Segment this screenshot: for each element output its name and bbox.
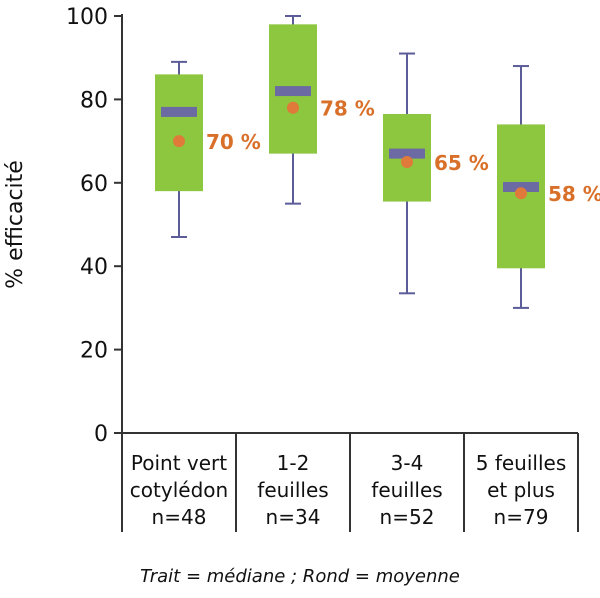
- box-plot-chart: 0 20 40 60 80 100 % efficacité Point vert cotylé…: [3, 5, 600, 532]
- median-bar: [503, 181, 539, 192]
- category-label: 5 feuilles: [476, 451, 567, 475]
- mean-label: 78 %: [320, 97, 375, 121]
- category-label: Point vert: [131, 451, 227, 475]
- category-label: n=48: [152, 505, 207, 529]
- mean-point: [401, 155, 413, 168]
- category-label: n=52: [380, 505, 435, 529]
- y-tick-label: 0: [94, 422, 108, 447]
- category-label: 3-4: [391, 451, 424, 475]
- category-label: n=34: [266, 505, 321, 529]
- iqr-box: [155, 74, 203, 192]
- median-bar: [161, 106, 197, 117]
- y-tick-label: 100: [66, 5, 108, 30]
- category-label: feuilles: [371, 478, 442, 502]
- mean-point: [515, 187, 527, 200]
- mean-label: 58 %: [548, 182, 600, 206]
- mean-label: 70 %: [206, 130, 261, 154]
- y-tick-label: 60: [80, 172, 108, 197]
- y-tick-label: 80: [80, 88, 108, 113]
- category-label: et plus: [487, 478, 555, 502]
- category-label: 1-2: [277, 451, 310, 475]
- mean-label: 65 %: [434, 151, 489, 175]
- category-label: cotylédon: [130, 478, 228, 502]
- mean-point: [287, 101, 299, 114]
- chart-caption: Trait = médiane ; Rond = moyenne: [140, 566, 460, 587]
- y-axis-label: % efficacité: [3, 160, 28, 289]
- category-label: feuilles: [257, 478, 328, 502]
- category-label: n=79: [494, 505, 549, 529]
- mean-point: [173, 135, 185, 148]
- median-bar: [275, 86, 311, 97]
- median-bar: [389, 148, 425, 159]
- y-tick-label: 20: [80, 339, 108, 364]
- y-tick-label: 40: [80, 255, 108, 280]
